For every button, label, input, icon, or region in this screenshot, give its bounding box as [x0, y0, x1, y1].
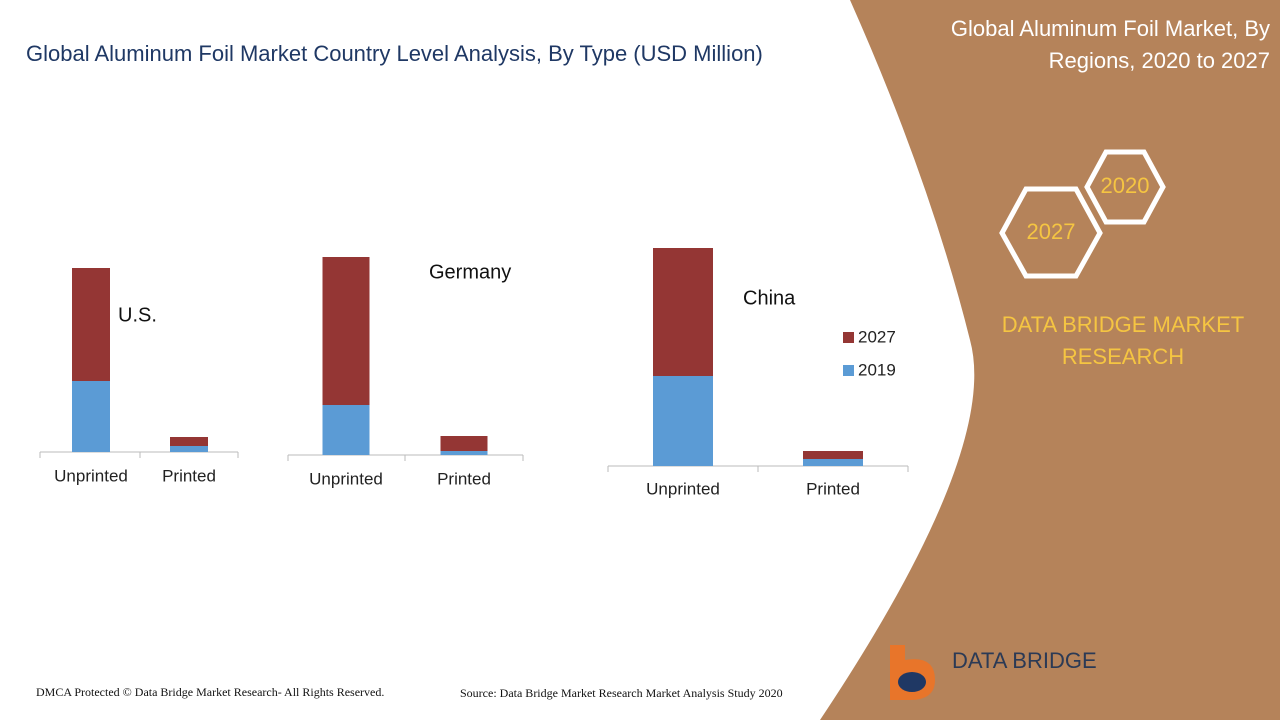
legend-swatch [843, 365, 854, 376]
chart-title: China [743, 287, 796, 309]
x-tick-label: Printed [437, 469, 491, 488]
bar-segment [803, 451, 863, 459]
badge: 2020 [1101, 173, 1150, 198]
legend-label: 2027 [858, 327, 896, 346]
chart-title: Germany [429, 261, 511, 283]
x-tick-label: Unprinted [309, 469, 383, 488]
bar-segment [72, 381, 110, 452]
brand: RESEARCH [1062, 344, 1184, 369]
slide-title: Global Aluminum Foil Market Country Leve… [26, 41, 763, 66]
bar-segment [653, 376, 713, 466]
chart-title: U.S. [118, 304, 157, 326]
copyright: DMCA Protected © Data Bridge Market Rese… [36, 685, 384, 699]
x-tick-label: Printed [162, 466, 216, 485]
hexagon [999, 186, 1103, 279]
bar-segment [170, 446, 208, 452]
logo-text: DATA BRIDGE [952, 648, 1097, 673]
bar-segment [803, 459, 863, 466]
bar-segment [322, 257, 370, 405]
hexagon [1084, 149, 1166, 225]
legend-swatch [843, 332, 854, 343]
bar-segment [72, 268, 110, 381]
bar-segment [440, 451, 488, 455]
bar-segment [170, 437, 208, 446]
legend-label: 2019 [858, 360, 896, 379]
bar-segment [322, 405, 370, 455]
source: Source: Data Bridge Market Research Mark… [460, 686, 783, 700]
side-panel [820, 0, 1280, 720]
badge: 2027 [1027, 219, 1076, 244]
x-tick-label: Unprinted [646, 479, 720, 498]
x-tick-label: Printed [806, 479, 860, 498]
panel-title: Global Aluminum Foil Market, By [951, 16, 1270, 41]
bar-segment [653, 248, 713, 376]
logo-icon [898, 672, 926, 692]
brand: DATA BRIDGE MARKET [1002, 312, 1244, 337]
panel-title: Regions, 2020 to 2027 [1049, 48, 1270, 73]
bar-segment [440, 436, 488, 451]
x-tick-label: Unprinted [54, 466, 128, 485]
